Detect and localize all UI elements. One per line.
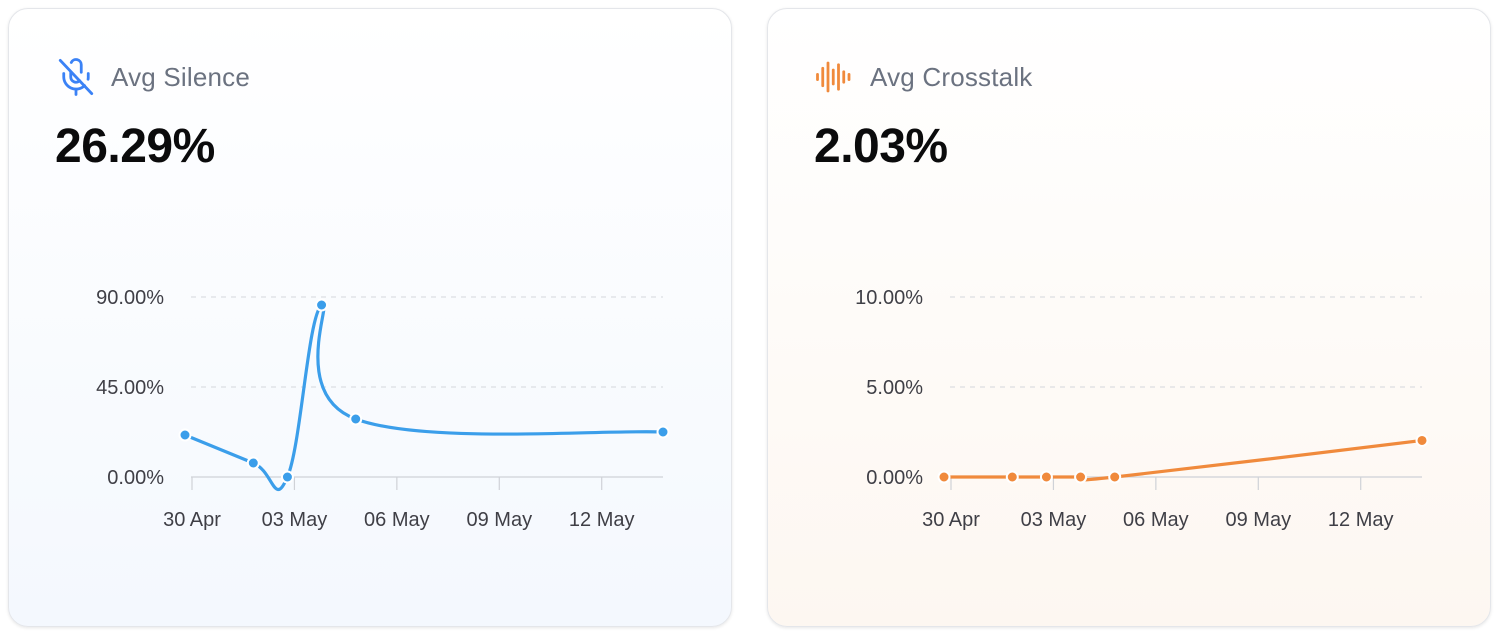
data-point[interactable] [246,456,260,470]
card-header: Avg Crosstalk [814,57,1033,97]
x-tick-label: 12 May [569,509,635,531]
x-tick-label: 09 May [1225,509,1291,531]
data-point[interactable] [1039,470,1053,484]
card-header: Avg Silence [55,57,250,97]
x-tick-label: 30 Apr [922,509,980,531]
data-point[interactable] [315,298,329,312]
x-tick-label: 12 May [1328,509,1394,531]
x-tick-label: 30 Apr [163,509,221,531]
card-value: 2.03% [814,120,948,173]
x-tick-label: 03 May [1021,509,1087,531]
y-tick-label: 45.00% [96,377,164,399]
silence-line-chart: 0.00% 45.00% 90.00% 30 Apr 03 May 06 May 09 Ma… [96,287,670,531]
x-tick-label: 06 May [364,509,430,531]
data-point[interactable] [1005,470,1019,484]
data-point[interactable] [1108,470,1122,484]
avg-silence-card: Avg Silence 26.29% 0.00% 45.00% 90.00% 30 A… [8,8,732,627]
crosstalk-line-chart: 0.00% 5.00% 10.00% 30 Apr 03 May 06 May 09 May… [855,287,1429,531]
data-point[interactable] [349,412,363,426]
card-label: Avg Crosstalk [870,61,1033,92]
data-point[interactable] [937,470,951,484]
avg-crosstalk-card: Avg Crosstalk 2.03% 0.00% 5.00% 10.00% 30 A… [767,8,1491,627]
data-point[interactable] [178,428,192,442]
mic-off-icon [55,56,97,98]
x-tick-label: 03 May [262,509,328,531]
card-value: 26.29% [55,120,215,173]
y-tick-label: 0.00% [107,467,164,489]
x-tick-label: 06 May [1123,509,1189,531]
y-tick-label: 90.00% [96,287,164,309]
y-tick-label: 0.00% [866,467,923,489]
data-point[interactable] [656,425,670,439]
y-tick-label: 5.00% [866,377,923,399]
data-point[interactable] [1415,433,1429,447]
card-label: Avg Silence [111,61,251,92]
x-tick-label: 09 May [466,509,532,531]
audio-waveform-icon [814,56,856,98]
data-point[interactable] [280,470,294,484]
data-point[interactable] [1074,470,1088,484]
y-tick-label: 10.00% [855,287,923,309]
